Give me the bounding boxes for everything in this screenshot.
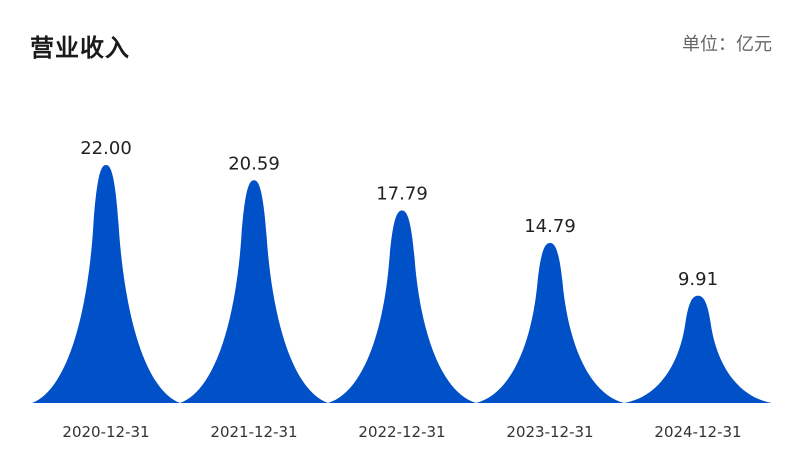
value-label: 9.91 — [678, 269, 718, 290]
value-label: 14.79 — [524, 216, 576, 237]
x-tick-labels-layer: 2020-12-31 2021-12-31 2022-12-31 2023-12-31… — [62, 423, 741, 441]
x-tick-label: 2024-12-31 — [654, 423, 741, 441]
bars-layer — [32, 165, 772, 403]
unit-label: 单位：亿元 — [682, 34, 772, 55]
value-label: 17.79 — [376, 184, 428, 205]
bar-2022-12-31[interactable] — [328, 210, 476, 403]
x-tick-label: 2022-12-31 — [358, 423, 445, 441]
bar-2024-12-31[interactable] — [624, 295, 772, 403]
value-labels-layer: 22.00 20.59 17.79 14.79 9.91 — [80, 138, 718, 290]
bar-2023-12-31[interactable] — [476, 242, 624, 403]
value-label: 20.59 — [228, 153, 280, 174]
bar-2020-12-31[interactable] — [32, 165, 180, 403]
value-label: 22.00 — [80, 138, 132, 159]
x-tick-label: 2023-12-31 — [506, 423, 593, 441]
x-tick-label: 2021-12-31 — [210, 423, 297, 441]
bar-2021-12-31[interactable] — [180, 180, 328, 403]
x-tick-label: 2020-12-31 — [62, 423, 149, 441]
chart-title: 营业收入 — [30, 34, 130, 62]
